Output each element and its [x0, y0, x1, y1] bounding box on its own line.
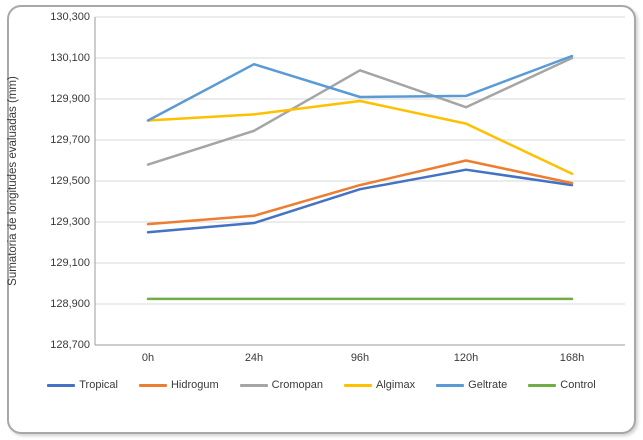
- x-axis-tick-label: 0h: [141, 352, 155, 364]
- y-axis-tick-label: 129,700: [50, 134, 90, 146]
- chart-legend: Tropical Hidrogum Cromopan Algimax Geltrate C…: [0, 379, 643, 391]
- x-axis-tick-label: 24h: [244, 352, 264, 364]
- x-axis-tick-label: 96h: [350, 352, 370, 364]
- legend-label: Geltrate: [468, 379, 508, 391]
- y-axis-tick-label: 129,100: [50, 257, 90, 269]
- y-axis-tick-label: 129,500: [50, 175, 90, 187]
- legend-line-swatch: [528, 383, 557, 387]
- series-line-algimax: [146, 99, 574, 176]
- series-line-geltrate: [146, 54, 574, 122]
- legend-item-cromopan: Cromopan: [239, 379, 324, 391]
- x-axis-tick-label: 120h: [453, 352, 479, 364]
- series-line-cromopan: [146, 56, 574, 166]
- legend-label: Tropical: [79, 379, 118, 391]
- y-axis-tick-label: 130,300: [50, 11, 90, 23]
- legend-label: Hidrogum: [170, 379, 219, 391]
- y-axis-tick-label: 129,300: [50, 216, 90, 228]
- series-line-hidrogum: [146, 159, 574, 226]
- legend-label: Cromopan: [271, 379, 324, 391]
- legend-label: Algimax: [376, 379, 416, 391]
- y-axis-tick-label: 128,700: [50, 339, 90, 351]
- legend-item-algimax: Algimax: [344, 379, 415, 391]
- x-axis-tick-label: 168h: [559, 352, 585, 364]
- legend-line-swatch: [47, 383, 76, 387]
- y-axis-tick-label: 129,900: [50, 93, 90, 105]
- legend-line-swatch: [344, 383, 373, 387]
- y-axis-tick-label: 128,900: [50, 298, 90, 310]
- legend-line-swatch: [239, 383, 268, 387]
- legend-item-control: Control: [528, 379, 596, 391]
- legend-line-swatch: [138, 383, 167, 387]
- y-axis-tick-label: 130,100: [50, 52, 90, 64]
- y-axis-title: Sumatoria de longitudes evaluadas (mm): [7, 76, 19, 286]
- legend-item-tropical: Tropical: [47, 379, 118, 391]
- legend-item-hidrogum: Hidrogum: [138, 379, 219, 391]
- legend-item-geltrate: Geltrate: [436, 379, 507, 391]
- legend-line-swatch: [436, 383, 465, 387]
- series-line-tropical: [146, 168, 574, 234]
- legend-label: Control: [560, 379, 596, 391]
